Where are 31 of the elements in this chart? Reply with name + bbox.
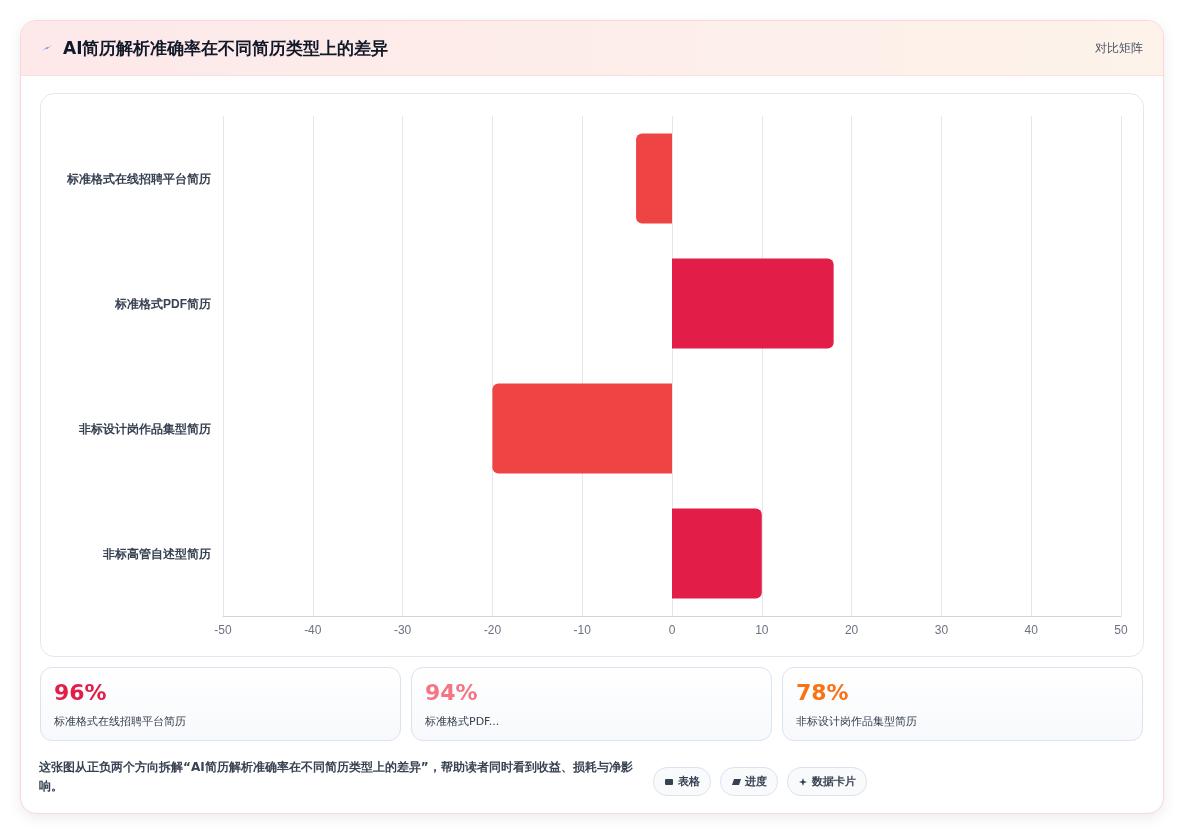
x-tick-label: -20 [483,623,502,637]
bar [672,258,834,349]
x-tick-label: -40 [304,623,322,637]
x-tick-label: 10 [755,623,769,637]
y-tick-label: 标准格式在线招聘平台简历 [66,171,211,186]
text: 这张图从正负两个方向拆解“AI简历解析准确率在不同简历类型上的差异”，帮助读者同时看到收益、损耗与净影响。 [39,759,634,795]
bar [492,383,672,474]
x-tick-label: 40 [1024,623,1039,637]
text: 对比矩阵 [1095,39,1143,57]
y-tick-label: 非标高管自述型简历 [102,546,211,561]
bar [636,133,672,224]
x-tick-label: 20 [844,623,859,637]
text: 数据卡片 [812,774,856,789]
x-tick-label: 50 [1114,623,1128,637]
x-tick-label: -10 [573,623,592,637]
x-tick-label: 0 [668,623,676,637]
text: 78% [796,680,849,705]
y-tick-label: 非标设计岗作品集型简历 [78,421,211,436]
x-tick-label: -30 [393,623,412,637]
text: 进度 [745,774,767,789]
text: 非标设计岗作品集型简历 [796,714,917,729]
text: 标准格式在线招聘平台简历 [54,714,186,729]
text: 94% [425,680,478,705]
bar [672,508,762,599]
chart-title: AI简历解析准确率在不同简历类型上的差异 [63,36,389,60]
x-tick-label: 30 [934,623,949,637]
text: 96% [54,680,107,705]
text: 标准格式PDF... [425,714,500,729]
y-tick-label: 标准格式PDF简历 [114,296,211,311]
text: 表格 [678,774,700,789]
x-tick-label: -50 [214,623,232,637]
